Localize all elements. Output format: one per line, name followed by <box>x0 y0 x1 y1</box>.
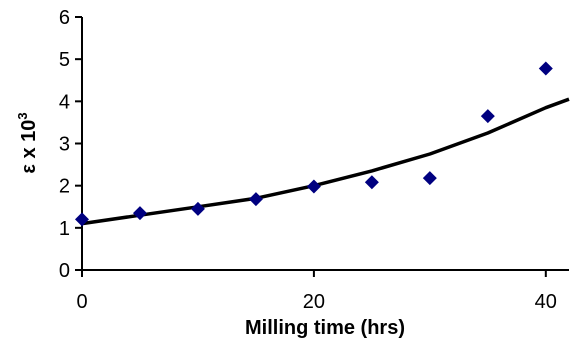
data-point-diamond <box>422 171 437 186</box>
data-point-diamond <box>190 201 205 216</box>
data-point-diamond <box>364 175 379 190</box>
y-axis-title: ε x 103 <box>15 112 40 173</box>
data-point-diamond <box>75 212 89 227</box>
x-ticks: 0 20 40 <box>76 270 557 313</box>
points-layer <box>75 61 553 227</box>
y-tick-label: 3 <box>59 134 70 156</box>
plot-area <box>81 17 569 271</box>
trend-layer <box>81 97 570 226</box>
x-tick-label: 0 <box>76 291 87 313</box>
y-axis-title-main: ε x 10 <box>18 120 40 174</box>
y-axis-title-superscript: 3 <box>15 112 30 119</box>
trend-line <box>81 97 570 226</box>
x-tick-label: 40 <box>535 291 557 313</box>
x-tick-label: 20 <box>303 291 325 313</box>
data-point-diamond <box>538 61 553 76</box>
y-tick-label: 5 <box>59 49 70 71</box>
y-tick-label: 6 <box>59 7 70 29</box>
data-point-diamond <box>248 192 263 207</box>
y-tick-label: 0 <box>59 260 70 282</box>
data-point-diamond <box>306 179 321 194</box>
data-point-diamond <box>132 206 147 221</box>
y-tick-label: 4 <box>59 91 70 113</box>
y-tick-label: 1 <box>59 218 70 240</box>
y-ticks: 0 1 2 3 4 5 6 <box>59 7 82 282</box>
y-tick-label: 2 <box>59 176 70 198</box>
x-axis-title: Milling time (hrs) <box>245 317 405 339</box>
data-point-diamond <box>480 109 495 124</box>
